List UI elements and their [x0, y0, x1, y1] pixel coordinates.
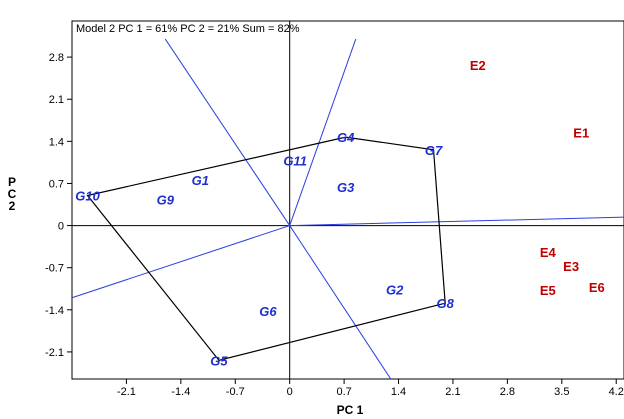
genotype-label-g4: G4	[337, 130, 355, 145]
y-axis-title-char-1: P	[8, 175, 16, 189]
genotype-label-g6: G6	[259, 304, 277, 319]
genotype-label-g3: G3	[337, 180, 355, 195]
x-tick-label: 3.5	[554, 386, 569, 398]
environment-label-e5: E5	[540, 283, 556, 298]
x-tick-label: -0.7	[226, 386, 245, 398]
y-tick-label: 2.1	[49, 94, 64, 106]
y-axis-title-char-2: C	[8, 187, 17, 201]
y-axis-ticks: 2.8 2.1 1.4 0.7 0 -0.7 -1.4 -2.1	[45, 52, 72, 359]
genotype-label-g2: G2	[386, 282, 404, 297]
chart-title: Model 2 PC 1 = 61% PC 2 = 21% Sum = 82%	[76, 23, 300, 35]
origin-axes	[72, 21, 624, 379]
x-tick-label: 1.4	[391, 386, 406, 398]
genotype-label-g10: G10	[75, 188, 100, 203]
environment-label-e1: E1	[573, 125, 589, 140]
y-axis-title-char-3: 2	[9, 199, 16, 213]
polygon-outline	[86, 136, 446, 362]
which-won-where-polygon	[86, 136, 446, 362]
x-tick-label: 4.2	[609, 386, 624, 398]
genotype-label-g5: G5	[210, 353, 228, 368]
plot-frame	[71, 20, 624, 380]
y-tick-label: 2.8	[49, 52, 64, 64]
environment-label-e6: E6	[589, 280, 605, 295]
y-tick-label: 0.7	[49, 178, 64, 190]
y-tick-label: -0.7	[45, 263, 64, 275]
sector-rays	[71, 38, 624, 380]
sector-ray	[71, 225, 290, 299]
x-tick-label: 0.7	[336, 386, 351, 398]
point-labels: G1 G2 G3 G4 G5 G6 G7 G8 G9 G10 G11 E1 E2 E3 E4 E5 E6	[75, 58, 604, 368]
sector-ray	[164, 38, 291, 226]
x-tick-label: 0	[287, 386, 293, 398]
x-tick-label: 2.1	[445, 386, 460, 398]
x-tick-label: -1.4	[171, 386, 190, 398]
genotype-label-g11: G11	[283, 154, 307, 169]
y-tick-label: 1.4	[49, 136, 64, 148]
x-tick-label: 2.8	[500, 386, 515, 398]
genotype-label-g1: G1	[192, 173, 209, 188]
environment-label-e3: E3	[563, 259, 579, 274]
y-tick-label: -1.4	[45, 305, 64, 317]
x-axis-ticks: -2.1 -1.4 -0.7 0 0.7 1.4 2.1 2.8 3.5 4.2	[117, 379, 624, 398]
environment-label-e4: E4	[540, 245, 557, 260]
sector-ray	[289, 225, 392, 380]
genotype-label-g9: G9	[157, 193, 175, 208]
sector-ray	[289, 216, 624, 227]
sector-ray	[289, 38, 357, 226]
y-tick-label: 0	[58, 221, 64, 233]
environment-label-e2: E2	[470, 58, 486, 73]
genotype-label-g7: G7	[425, 143, 443, 158]
genotype-label-g8: G8	[437, 296, 455, 311]
x-tick-label: -2.1	[117, 386, 136, 398]
x-axis-title: PC 1	[337, 403, 364, 417]
y-tick-label: -2.1	[45, 347, 64, 359]
